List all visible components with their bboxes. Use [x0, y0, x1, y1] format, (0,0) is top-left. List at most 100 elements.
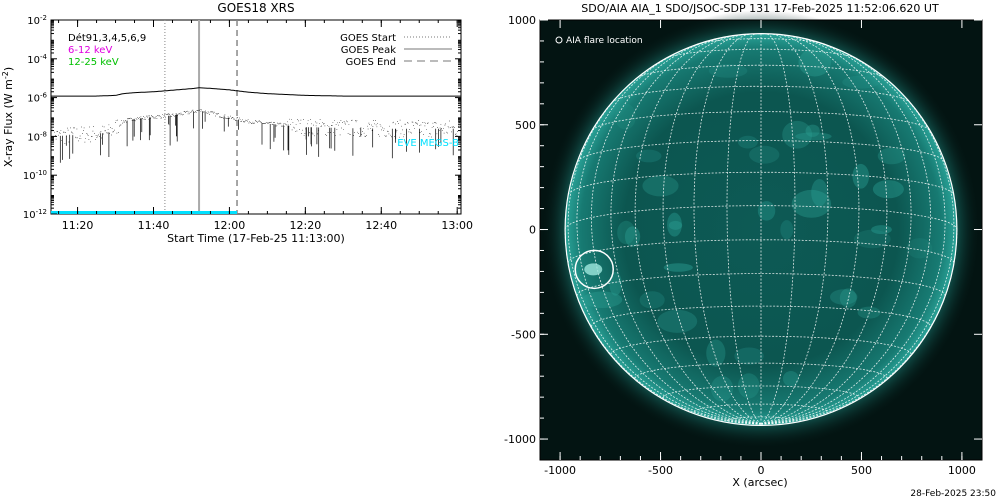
coronal-feature [639, 291, 665, 309]
longitude-line [590, 37, 762, 425]
x-tick-label: 500 [851, 464, 872, 477]
x-tick-label: 12:20 [290, 219, 322, 232]
y-tick-label: 10-12 [23, 208, 47, 221]
longitude-line [760, 43, 946, 425]
coronal-feature [906, 238, 933, 259]
aia-x-axis-label: X (arcsec) [732, 476, 787, 489]
longitude-line [567, 69, 762, 425]
goes-title: GOES18 XRS [217, 1, 294, 15]
x-tick-label: 13:00 [441, 219, 473, 232]
goes-plot-area [51, 20, 461, 214]
coronal-feature [749, 145, 780, 164]
coronal-feature [805, 124, 820, 137]
longitude-line [576, 43, 762, 425]
x-tick-label: -1000 [544, 464, 576, 477]
coronal-feature [782, 370, 799, 387]
longitude-line [760, 33, 829, 425]
goes-y-axis-label: X-ray Flux (W m-2) [1, 67, 15, 167]
coronal-feature [839, 288, 857, 308]
coronal-feature [737, 135, 758, 149]
plot-timestamp: 28-Feb-2025 23:50 [910, 489, 996, 499]
coronal-feature [734, 347, 764, 365]
longitude-line [760, 34, 888, 425]
y-tick-label: -1000 [504, 433, 536, 446]
y-tick-label: 10-2 [27, 14, 47, 27]
goes-x-axis: 11:20 11:40 12:00 12:20 12:40 13:00 [58, 20, 473, 232]
coronal-feature [668, 220, 683, 230]
flare-brightening [584, 263, 603, 276]
x-tick-label: -500 [648, 464, 673, 477]
latitude-line [567, 239, 955, 264]
longitude-line [726, 33, 762, 425]
longitude-line [610, 35, 762, 425]
goes-y-axis: 10-2 10-4 10-6 10-8 10-10 10-12 [23, 14, 461, 221]
longitude-line [760, 33, 796, 425]
latitude-line [592, 111, 930, 131]
y-tick-label: 10-8 [27, 130, 47, 143]
x-tick-label: 11:20 [62, 219, 94, 232]
coronal-feature [798, 48, 831, 77]
coronal-feature [609, 272, 622, 296]
heliographic-grid [564, 33, 958, 425]
x-tick-label: 11:40 [138, 219, 170, 232]
coronal-feature [877, 147, 906, 165]
coronal-feature [842, 75, 880, 89]
longitude-line [760, 35, 912, 425]
coronal-feature [706, 339, 726, 367]
coronal-feature [642, 175, 679, 197]
coronal-feature [710, 375, 734, 402]
series-long-channel-line [51, 87, 461, 97]
coronal-feature [614, 103, 636, 130]
coronal-feature [811, 178, 828, 207]
coronal-feature [829, 289, 858, 305]
x-tick-label: 0 [758, 464, 765, 477]
longitude-line [634, 34, 762, 425]
coronal-feature [663, 263, 693, 272]
goes-x-axis-label: Start Time (17-Feb-25 11:13:00) [167, 232, 345, 245]
coronal-feature [667, 212, 682, 237]
y-tick-label: 500 [515, 119, 536, 132]
y-tick-label: 10-10 [23, 169, 47, 182]
legend-entry: GOES End [346, 57, 396, 68]
coronal-feature [791, 189, 832, 218]
x-tick-label: 12:00 [214, 219, 246, 232]
y-tick-label: 10-4 [27, 53, 47, 66]
latitude-line [577, 140, 945, 162]
aia-axes: -1000 -500 0 500 1000 1000 500 0 -500 -1000 [504, 14, 982, 477]
series-short-channel-line [51, 109, 461, 163]
coronal-feature [852, 163, 870, 189]
legend-entry: 12-25 keV [68, 57, 119, 68]
y-tick-label: -500 [511, 328, 536, 341]
x-tick-label: 1000 [948, 464, 976, 477]
longitude-line [760, 37, 932, 425]
flare-location-circle [574, 249, 614, 290]
goes-panel: GOES18 XRS 10-2 10-4 10-6 10-8 10-10 10-12 11… [1, 1, 473, 245]
latitude-line [567, 171, 955, 196]
y-tick-label: 0 [529, 224, 536, 237]
x-tick-label: 12:40 [365, 219, 397, 232]
y-tick-label: 1000 [508, 14, 536, 27]
limb-outline [564, 33, 958, 427]
coronal-feature [582, 291, 623, 308]
legend-entry: GOES Start [340, 33, 396, 44]
aia-sun-disk [541, 10, 981, 449]
legend-entry: Dét91,3,4,5,6,9 [68, 32, 146, 44]
aia-panel: SDO/AIA AIA_1 SDO/JSOC-SDP 131 17-Feb-20… [504, 2, 983, 489]
coronal-feature [780, 220, 794, 240]
eve-label: EVE MEGS-B [397, 138, 459, 149]
coronal-feature [757, 201, 776, 221]
longitude-line [760, 69, 955, 425]
longitude-line [693, 33, 762, 425]
y-tick-label: 10-6 [27, 92, 47, 105]
goes-plot-frame [50, 19, 462, 215]
aia-title: SDO/AIA AIA_1 SDO/JSOC-SDP 131 17-Feb-20… [581, 2, 939, 15]
coronal-feature [708, 64, 748, 78]
legend-entry: 6-12 keV [68, 45, 112, 56]
coronal-feature [782, 120, 813, 149]
coronal-feature [617, 220, 636, 245]
coronal-feature [636, 149, 662, 163]
